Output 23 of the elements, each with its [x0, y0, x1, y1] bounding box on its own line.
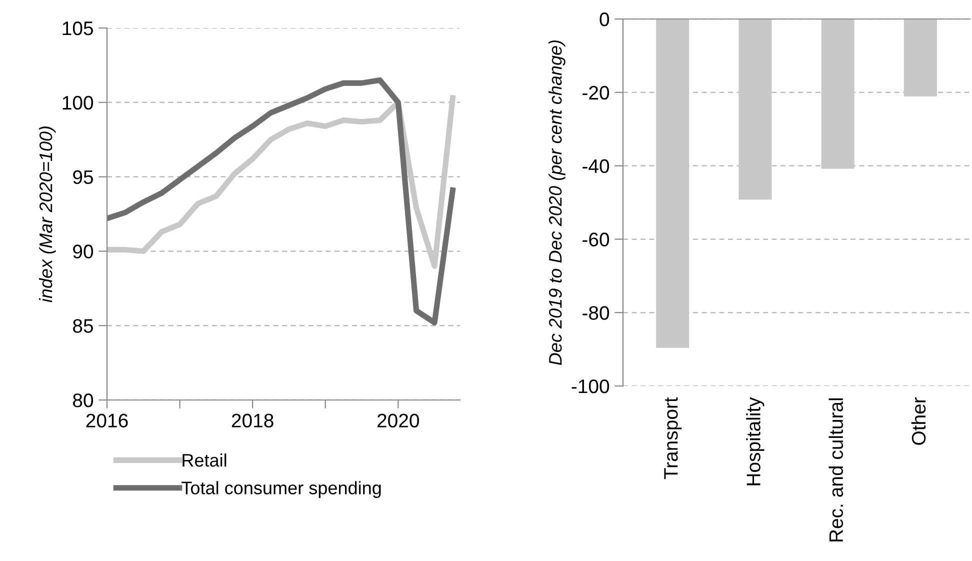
x-tick-label: 2016 — [86, 414, 128, 428]
y-tick-label: -60 — [582, 232, 610, 246]
y-axis-title: Dec 2019 to Dec 2020 (per cent change) — [548, 40, 566, 366]
y-tick-label: 105 — [62, 21, 93, 36]
x-tick-label: Transport — [664, 397, 682, 480]
y-tick-label: 90 — [73, 244, 94, 258]
y-tick-label: -80 — [582, 306, 610, 320]
y-axis-title: index (Mar 2020=100) — [38, 126, 56, 302]
y-tick-label: -20 — [582, 86, 610, 100]
y-tick-label: 85 — [73, 319, 93, 333]
x-tick-label: Hospitality — [746, 397, 764, 486]
y-tick-label: -40 — [582, 159, 610, 174]
x-tick-label: Rec. and cultural — [828, 398, 844, 542]
x-tick-label: 2018 — [232, 414, 274, 428]
y-tick-label: 95 — [73, 170, 93, 184]
y-tick-label: -100 — [572, 379, 610, 394]
y-tick-label: 80 — [73, 393, 94, 408]
x-tick-label: Other — [911, 397, 926, 445]
y-tick-label: 100 — [62, 96, 94, 110]
legend-label: Retail — [182, 453, 226, 467]
legend-label: Total consumer spending — [182, 481, 381, 498]
x-tick-label: 2020 — [377, 414, 420, 428]
y-tick-label: 0 — [600, 12, 610, 26]
